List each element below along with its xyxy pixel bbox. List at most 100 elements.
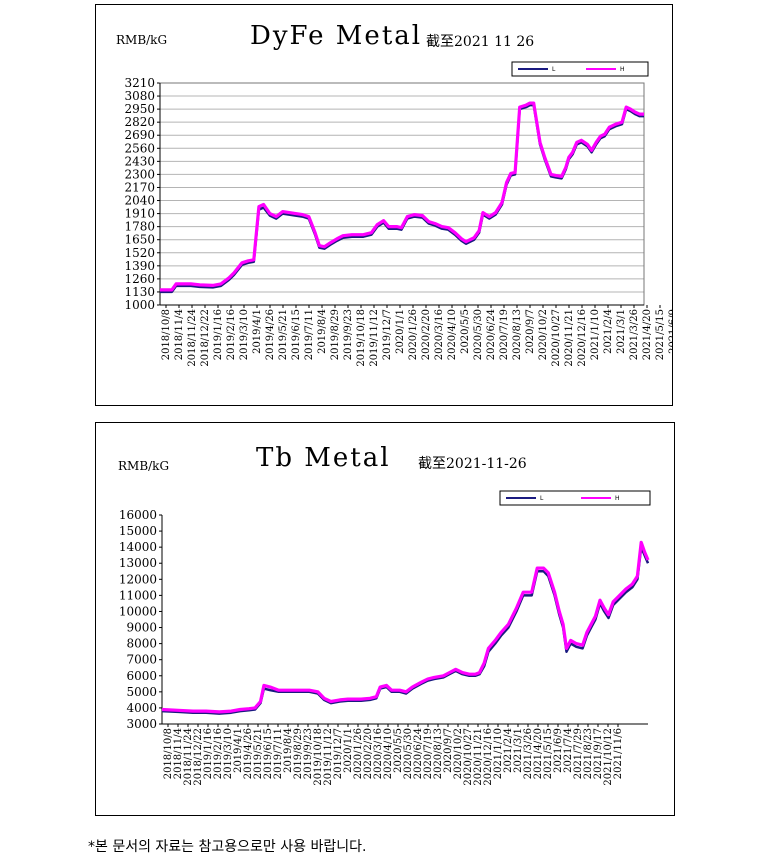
dyfe-chart-title: DyFe Metal — [250, 21, 423, 51]
tb-x-tick-label: 2021/7/29 — [573, 728, 584, 779]
tb-y-tick-label: 9000 — [126, 621, 157, 635]
tb-x-tick-label: 2019/1/16 — [203, 728, 214, 779]
tb-x-tick-label: 2019/5/21 — [253, 728, 264, 779]
tb-chart-title: Tb Metal — [256, 443, 391, 473]
tb-y-tick-label: 5000 — [126, 685, 157, 699]
dyfe-x-tick-label: 2019/11/12 — [369, 309, 380, 367]
dyfe-x-tick-label: 2020/12/16 — [577, 309, 588, 367]
tb-y-tick-label: 11000 — [119, 588, 157, 602]
tb-x-tick-label: 2020/7/19 — [423, 728, 434, 779]
dyfe-series-l-line — [160, 103, 644, 294]
dyfe-y-tick-label: 2430 — [124, 154, 155, 168]
dyfe-y-tick-label: 1000 — [124, 298, 155, 312]
dyfe-x-tick-label: 2020/5/5 — [460, 309, 471, 354]
tb-y-tick-label: 10000 — [119, 604, 157, 618]
tb-x-tick-label: 2020/1/26 — [353, 728, 364, 779]
tb-x-tick-label: 2018/10/8 — [163, 728, 174, 779]
tb-x-tick-label: 2018/11/4 — [173, 728, 184, 779]
dyfe-x-tick-label: 2019/9/23 — [343, 309, 354, 360]
dyfe-x-tick-label: 2021/3/26 — [629, 309, 640, 360]
dyfe-x-tick-label: 2018/12/22 — [200, 309, 211, 367]
tb-y-tick-label: 7000 — [126, 653, 157, 667]
tb-x-tick-label: 2019/3/10 — [223, 728, 234, 779]
dyfe-x-tick-label: 2021/3/1 — [616, 309, 627, 354]
tb-y-tick-label: 3000 — [126, 717, 157, 731]
tb-x-tick-label: 2020/6/24 — [413, 728, 424, 779]
dyfe-y-tick-label: 1390 — [124, 259, 155, 273]
tb-x-tick-label: 2018/12/22 — [193, 728, 204, 786]
tb-series-h-line — [161, 540, 650, 714]
dyfe-y-tick-label: 1260 — [124, 272, 155, 286]
tb-y-tick-label: 4000 — [126, 701, 157, 715]
dyfe-x-tick-label: 2021/5/15 — [655, 309, 666, 360]
dyfe-x-tick-label: 2021/4/20 — [642, 309, 653, 360]
dyfe-x-tick-label: 2020/3/16 — [434, 309, 445, 360]
tb-x-tick-label: 2021/1/10 — [493, 728, 504, 779]
tb-x-tick-label: 2021/7/4 — [563, 728, 574, 773]
dyfe-plot-area — [159, 82, 645, 306]
tb-x-tick-label: 2020/10/2 — [453, 728, 464, 779]
dyfe-y-tick-label: 2560 — [124, 141, 155, 155]
dyfe-x-tick-label: 2021/2/4 — [603, 309, 614, 354]
tb-x-tick-label: 2018/11/24 — [183, 728, 194, 786]
dyfe-x-tick-label: 2019/2/16 — [226, 309, 237, 360]
tb-line-chart: 3000 4000 5000 6000 7000 8000 9000 10000 11000 12… — [119, 490, 651, 786]
tb-x-tick-label: 2019/8/4 — [283, 728, 294, 773]
dyfe-line-chart: 1000113012601390152016501780191020402170… — [124, 61, 672, 367]
tb-x-tick-label: 2019/2/16 — [213, 728, 224, 779]
dyfe-x-tick-label: 2018/10/8 — [161, 309, 172, 360]
dyfe-legend-box — [511, 61, 649, 77]
tb-y-tick-label: 14000 — [119, 540, 157, 554]
tb-x-tick-label: 2019/9/23 — [303, 728, 314, 779]
tb-legend-box — [499, 490, 651, 506]
dyfe-unit-label: RMB/kG — [116, 33, 168, 47]
tb-x-tick-label: 2019/11/12 — [323, 728, 334, 786]
dyfe-x-tick-label: 2021/1/10 — [590, 309, 601, 360]
tb-x-tick-label: 2020/5/5 — [393, 728, 404, 773]
dyfe-x-tick-label: 2019/4/26 — [265, 309, 276, 360]
tb-x-tick-label: 2019/4/1 — [233, 728, 244, 773]
tb-x-tick-label: 2019/6/15 — [263, 728, 274, 779]
tb-x-tick-label: 2021/6/9 — [553, 728, 564, 773]
dyfe-x-tick-label: 2018/11/4 — [174, 309, 185, 360]
dyfe-x-tick-label: 2019/3/10 — [239, 309, 250, 360]
dyfe-x-tick-label: 2020/10/2 — [538, 309, 549, 360]
footnote: *본 문서의 자료는 참고용으로만 사용 바랍니다. — [88, 839, 367, 855]
tb-x-tick-label: 2021/2/4 — [503, 728, 514, 773]
dyfe-series-h-line — [160, 101, 644, 292]
tb-x-tick-label: 2021/4/20 — [533, 728, 544, 779]
dyfe-y-tick-label: 3080 — [124, 89, 155, 103]
dyfe-x-tick-label: 2020/1/26 — [408, 309, 419, 360]
tb-y-tick-label: 12000 — [119, 572, 157, 586]
dyfe-legend-label-l: L — [552, 66, 556, 73]
tb-chart-panel: RMB/kG Tb Metal 截至2021-11-26 3000 4000 500… — [95, 422, 675, 816]
dyfe-x-tick-label: 2020/4/10 — [447, 309, 458, 360]
dyfe-x-tick-label: 2019/8/4 — [317, 309, 328, 354]
dyfe-x-tick-label: 2020/6/24 — [486, 309, 497, 360]
tb-x-tick-label: 2020/5/30 — [403, 728, 414, 779]
dyfe-x-tick-label: 2020/10/27 — [551, 309, 562, 367]
dyfe-x-tick-label: 2019/4/1 — [252, 309, 263, 354]
dyfe-x-tick-label: 2020/9/7 — [525, 309, 536, 354]
tb-x-tick-label: 2020/8/13 — [433, 728, 444, 779]
dyfe-y-tick-label: 2170 — [124, 180, 155, 194]
dyfe-x-tick-label: 2019/6/15 — [291, 309, 302, 360]
tb-x-tick-label: 2020/3/16 — [373, 728, 384, 779]
tb-legend-label-h: H — [615, 495, 620, 502]
tb-x-tick-label: 2020/12/16 — [483, 728, 494, 786]
tb-x-tick-label: 2020/10/27 — [463, 728, 474, 786]
dyfe-x-tick-label: 2020/1/1 — [395, 309, 406, 354]
dyfe-y-tick-label: 2300 — [124, 167, 155, 181]
dyfe-y-tick-label: 2820 — [124, 115, 155, 129]
dyfe-x-tick-label: 2021/6/9 — [668, 309, 672, 354]
dyfe-x-tick-label: 2019/12/7 — [382, 309, 393, 360]
tb-x-tick-label: 2019/12/7 — [333, 728, 344, 779]
tb-y-tick-label: 8000 — [126, 637, 157, 651]
tb-y-tick-label: 16000 — [119, 508, 157, 522]
dyfe-y-tick-label: 2690 — [124, 128, 155, 142]
tb-x-tick-label: 2019/10/18 — [313, 728, 324, 786]
tb-date-label: 截至2021-11-26 — [418, 456, 527, 472]
tb-x-tick-label: 2020/9/7 — [443, 728, 454, 773]
dyfe-legend-label-h: H — [620, 66, 625, 73]
dyfe-x-tick-label: 2020/11/21 — [564, 309, 575, 367]
